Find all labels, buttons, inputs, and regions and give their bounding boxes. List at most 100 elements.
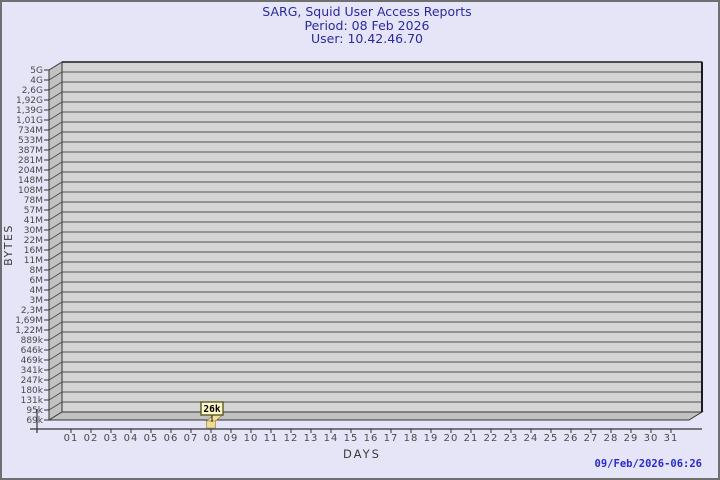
y-tick-label: 41M [24, 216, 43, 226]
y-tick-label: 1,39G [16, 106, 43, 116]
gridline-wall [48, 261, 63, 271]
gridline-wall [48, 131, 63, 141]
y-tick-label: 204M [18, 166, 43, 176]
y-tick-label: 1,69M [15, 316, 43, 326]
y-tick-label: 95k [26, 406, 43, 416]
gridline-wall [48, 301, 63, 311]
x-tick-label: 25 [544, 433, 559, 444]
y-tick-label: 11M [24, 256, 43, 266]
x-tick-label: 31 [664, 433, 679, 444]
x-tick-label: 23 [504, 433, 519, 444]
gridline-wall [48, 401, 63, 411]
x-tick-label: 19 [424, 433, 439, 444]
x-tick-label: 28 [604, 433, 619, 444]
y-tick-label: 108M [18, 186, 43, 196]
gridline-wall [48, 151, 63, 161]
x-tick-label: 08 [204, 433, 219, 444]
x-tick-label: 15 [344, 433, 359, 444]
y-tick-label: 4G [30, 76, 43, 86]
y-tick-label: 646k [21, 346, 44, 356]
gridline-wall [48, 411, 63, 421]
y-axis-title: BYTES [2, 224, 15, 266]
x-tick-label: 10 [244, 433, 259, 444]
annotation-value: 26k [203, 404, 220, 415]
x-tick-label: 29 [624, 433, 639, 444]
chart-user: User: 10.42.46.70 [311, 31, 423, 46]
gridline-wall [48, 81, 63, 91]
y-tick-label: 387M [18, 146, 43, 156]
gridline-wall [48, 371, 63, 381]
annotation-box [200, 401, 224, 416]
x-tick-label: 14 [324, 433, 339, 444]
x-tick-label: 17 [384, 433, 399, 444]
x-tick-label: 16 [364, 433, 379, 444]
x-tick-label: 09 [224, 433, 239, 444]
gridline-wall [48, 121, 63, 131]
y-tick-label: 78M [24, 196, 43, 206]
gridline-wall [48, 391, 63, 401]
y-tick-label: 22M [24, 236, 43, 246]
gridline-wall [48, 351, 63, 361]
gridline-wall [48, 271, 63, 281]
x-tick-label: 11 [264, 433, 279, 444]
y-tick-label: 533M [18, 136, 43, 146]
gridline-wall [48, 91, 63, 101]
gridline-wall [48, 171, 63, 181]
y-tick-label: 1,92G [16, 96, 43, 106]
x-tick-label: 22 [484, 433, 499, 444]
plot-backplane [61, 61, 703, 413]
y-tick-label: 734M [18, 126, 43, 136]
gridline-wall [48, 211, 63, 221]
x-tick-label: 13 [304, 433, 319, 444]
y-tick-label: 889k [21, 336, 44, 346]
x-tick-label: 18 [404, 433, 419, 444]
chart-period: Period: 08 Feb 2026 [304, 17, 430, 33]
x-tick-label: 03 [104, 433, 119, 444]
y-tick-label: 469k [21, 356, 44, 366]
gridline-wall [48, 251, 63, 261]
gridline-wall [48, 331, 63, 341]
x-tick-label: 27 [584, 433, 599, 444]
x-tick-label: 05 [144, 433, 159, 444]
y-tick-label: 341k [21, 366, 44, 376]
x-tick-label: 12 [284, 433, 299, 444]
y-tick-label: 3M [30, 296, 44, 306]
gridline-wall [48, 101, 63, 111]
x-tick-label: 04 [124, 433, 139, 444]
gridline-wall [48, 181, 63, 191]
x-tick-label: 26 [564, 433, 579, 444]
gridline-wall [48, 231, 63, 241]
y-tick-label: 30M [24, 226, 43, 236]
y-tick-label: 8M [30, 266, 44, 276]
y-tick-label: 1,01G [16, 116, 43, 126]
gridline-wall [48, 311, 63, 321]
y-tick-label: 1,22M [15, 326, 43, 336]
gridline-wall [48, 291, 63, 301]
y-tick-label: 2,3M [21, 306, 43, 316]
gridline-wall [48, 321, 63, 331]
y-tick-label: 69k [26, 416, 43, 426]
y-tick-label: 180k [21, 386, 44, 396]
x-tick-label: 01 [64, 433, 79, 444]
gridline-wall [48, 111, 63, 121]
x-tick-label: 07 [184, 433, 199, 444]
gridline-wall [48, 191, 63, 201]
x-axis-title: DAYS [343, 447, 381, 461]
x-tick-label: 21 [464, 433, 479, 444]
y-tick-label: 4M [30, 286, 44, 296]
y-tick-label: 281M [18, 156, 43, 166]
y-tick-label: 5G [30, 66, 43, 76]
gridline-wall [48, 161, 63, 171]
y-tick-label: 148M [18, 176, 43, 186]
chart-title-block: SARG, Squid User Access Reports Period: 0… [12, 4, 718, 46]
chart-title: SARG, Squid User Access Reports [262, 4, 472, 19]
x-tick-label: 20 [444, 433, 459, 444]
bar-front-face [206, 420, 216, 429]
gridline-wall [48, 141, 63, 151]
y-tick-label: 57M [24, 206, 43, 216]
y-tick-label: 2,6G [22, 86, 43, 96]
gridline-wall [48, 361, 63, 371]
generation-timestamp: 09/Feb/2026-06:26 [594, 458, 702, 470]
